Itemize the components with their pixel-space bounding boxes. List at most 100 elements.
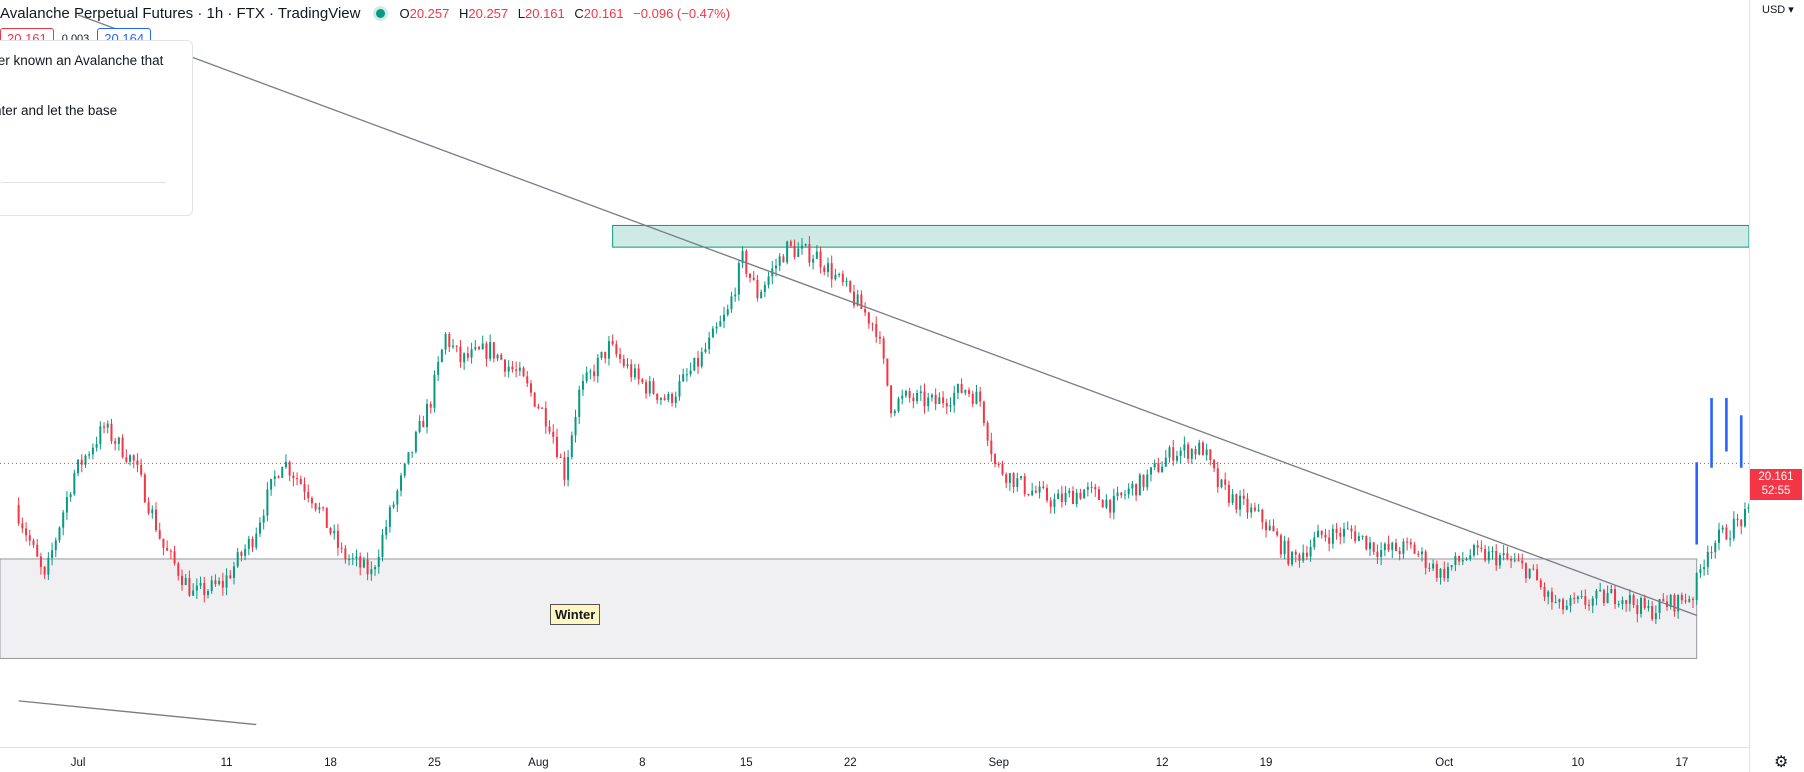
candle — [1354, 525, 1357, 544]
price-scale[interactable] — [1749, 0, 1804, 772]
candle — [273, 470, 276, 487]
candle — [1498, 552, 1501, 569]
candle — [1651, 601, 1654, 622]
candle — [184, 573, 187, 586]
candle — [1305, 545, 1308, 561]
candle — [667, 391, 670, 403]
candle — [1599, 582, 1602, 593]
candle — [307, 484, 310, 503]
candle — [652, 377, 655, 395]
candle — [1476, 540, 1479, 556]
candle — [1435, 560, 1438, 582]
candle — [370, 561, 373, 581]
candle — [782, 254, 785, 263]
candle — [388, 505, 391, 533]
candle — [882, 336, 885, 365]
candle — [1506, 546, 1509, 561]
candle — [715, 322, 718, 334]
candle — [1027, 493, 1030, 497]
symbol-title[interactable]: Avalanche Perpetual Futures · 1h · FTX ·… — [0, 4, 361, 22]
winter-label[interactable]: Winter — [550, 604, 601, 625]
candle — [232, 561, 235, 585]
candle — [1602, 588, 1605, 607]
candle — [1465, 557, 1468, 561]
candle — [374, 565, 377, 576]
candle — [1008, 472, 1011, 491]
candle — [1120, 492, 1123, 499]
candle — [1146, 469, 1149, 491]
candle — [923, 383, 926, 414]
candle — [1291, 551, 1294, 567]
candle — [1703, 559, 1706, 576]
candle — [778, 253, 781, 271]
candle — [433, 370, 436, 413]
candle — [641, 378, 644, 385]
candle — [1079, 488, 1082, 500]
candle — [1049, 497, 1052, 514]
gear-icon[interactable]: ⚙ — [1774, 754, 1789, 771]
candle — [630, 359, 633, 382]
candle — [1112, 488, 1115, 520]
candle — [1432, 559, 1435, 572]
candle — [1584, 589, 1587, 610]
candle — [979, 386, 982, 407]
candle — [351, 553, 354, 566]
candle — [1105, 494, 1108, 510]
candle — [28, 529, 31, 546]
candle — [1387, 535, 1390, 552]
candle — [403, 462, 406, 479]
candle — [912, 393, 915, 409]
candle — [1179, 447, 1182, 464]
candle — [1149, 467, 1152, 482]
candle — [1231, 488, 1234, 506]
candle — [589, 368, 592, 380]
candle — [1550, 587, 1553, 610]
time-tick-label: Aug — [528, 757, 548, 769]
candle — [240, 550, 243, 562]
candle — [1016, 472, 1019, 492]
candle — [975, 384, 978, 405]
candle — [871, 322, 874, 331]
candle — [552, 424, 555, 444]
candle — [299, 475, 302, 485]
currency-selector[interactable]: USD ▾ — [1762, 3, 1794, 16]
candle — [270, 478, 273, 496]
candle — [1732, 511, 1735, 542]
candle — [786, 240, 789, 265]
candle — [800, 238, 803, 255]
candle — [84, 454, 87, 468]
candle — [938, 392, 941, 405]
candle — [897, 396, 900, 413]
candle — [1647, 599, 1650, 612]
candle — [1617, 600, 1620, 608]
candle — [1294, 549, 1297, 563]
candle — [819, 246, 822, 274]
candle — [247, 535, 250, 556]
candle — [637, 363, 640, 385]
currency-label[interactable]: USD — [1762, 4, 1786, 16]
trendline — [18, 700, 257, 726]
candle — [366, 552, 369, 581]
ohlc-low-value: 20.161 — [525, 5, 565, 21]
candle — [793, 239, 796, 260]
candle — [864, 302, 867, 317]
candle — [195, 578, 198, 599]
candle — [622, 354, 625, 369]
candle — [1357, 532, 1360, 542]
current-price-label: 20.161 — [1758, 471, 1794, 483]
candle — [474, 339, 477, 351]
candle — [845, 277, 848, 287]
candle — [1691, 596, 1694, 609]
candle — [600, 351, 603, 360]
candle — [767, 271, 770, 289]
candle — [1547, 590, 1550, 605]
candle — [1283, 535, 1286, 560]
candle — [1684, 593, 1687, 604]
symbol-header[interactable]: Avalanche Perpetual Futures · 1h · FTX ·… — [0, 0, 736, 26]
candle — [1075, 488, 1078, 508]
candle — [95, 436, 98, 452]
candle — [1083, 488, 1086, 499]
candle — [533, 392, 536, 408]
candle — [288, 460, 291, 482]
